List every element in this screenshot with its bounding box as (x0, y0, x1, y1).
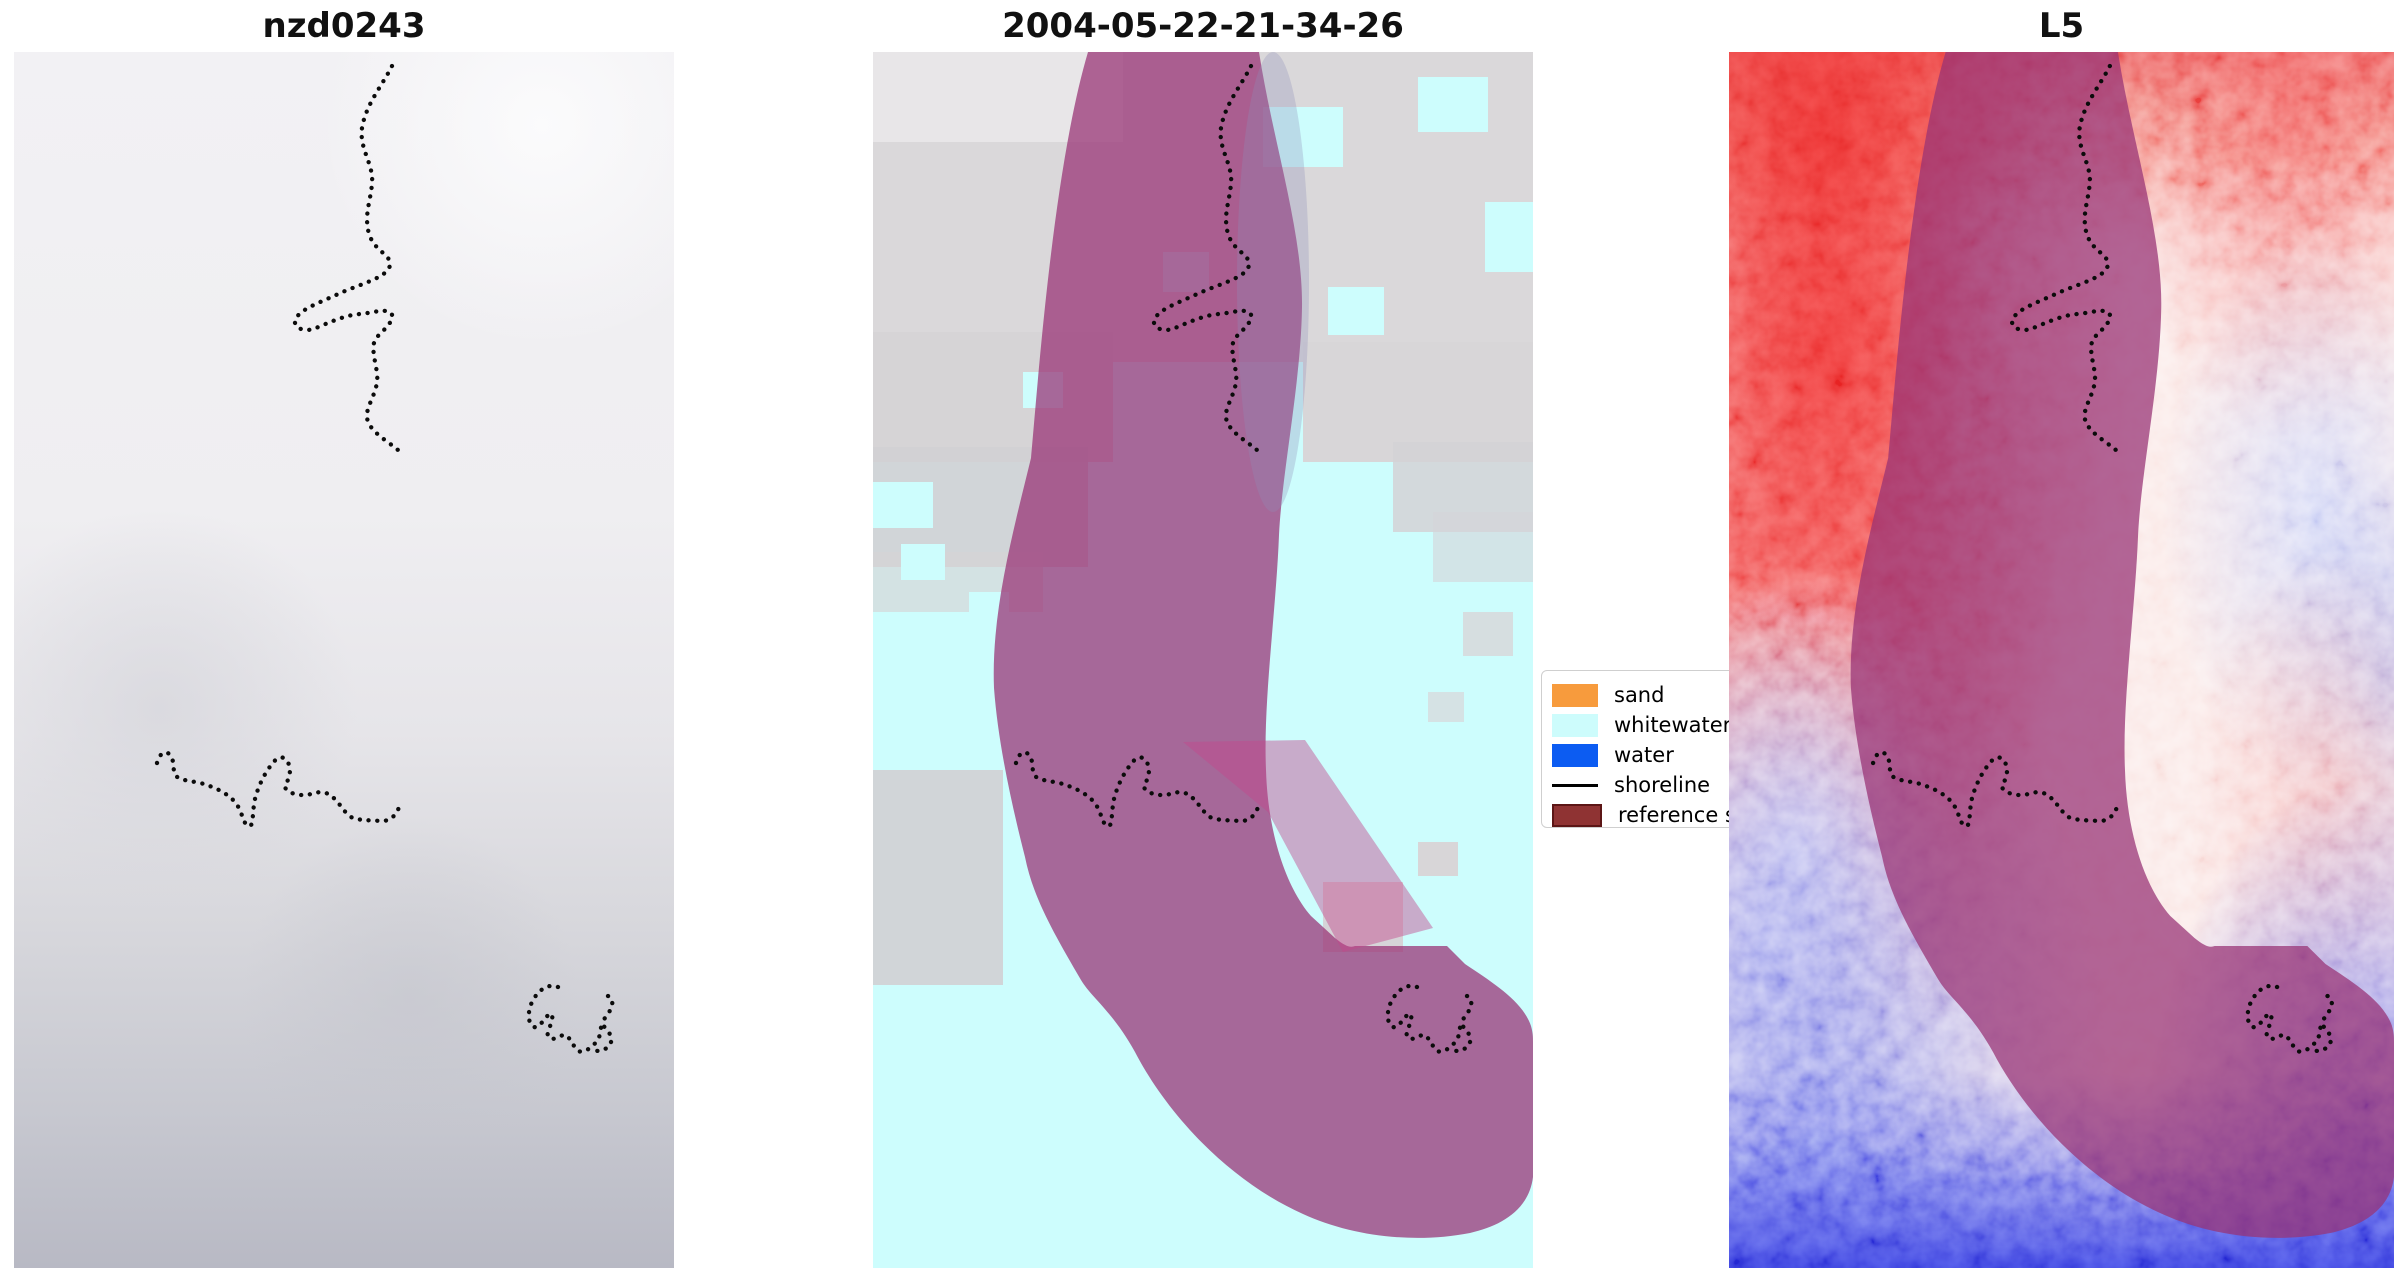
water-swatch (1552, 743, 1598, 767)
panel-classified-image (873, 52, 1533, 1268)
panel-reference-image (14, 52, 674, 1268)
shoreline-dotted-trace (157, 66, 612, 1052)
shoreline-swatch (1552, 783, 1598, 787)
whitewater-swatch (1552, 713, 1598, 737)
panel-title-classified: 2004-05-22-21-34-26 (1002, 6, 1404, 46)
buffer-lilac-tint (1237, 52, 1309, 512)
panel-title-index: L5 (2038, 6, 2085, 46)
panel-title-reference: nzd0243 (262, 6, 426, 46)
sand-swatch (1552, 683, 1598, 707)
legend-item-whitewater: whitewater (1552, 710, 1780, 740)
index-image-overlay (1729, 52, 2394, 1268)
legend-label: sand (1614, 683, 1665, 707)
reference-image-overlay (14, 52, 674, 1268)
legend-label: water (1614, 743, 1674, 767)
legend-label: shoreline (1614, 773, 1711, 797)
reference-shoreline-swatch (1552, 803, 1602, 827)
legend-item-shoreline: shoreline (1552, 770, 1780, 800)
legend-label: whitewater (1614, 713, 1732, 737)
legend-item-water: water (1552, 740, 1780, 770)
panel-index-image (1729, 52, 2394, 1268)
legend-item-sand: sand (1552, 680, 1780, 710)
classified-image-overlay (873, 52, 1533, 1238)
